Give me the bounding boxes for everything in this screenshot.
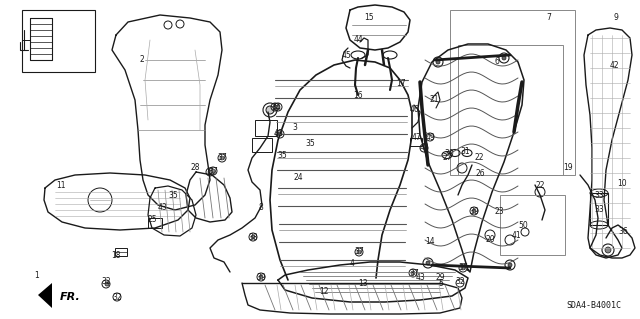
Circle shape — [461, 266, 465, 270]
Text: 39: 39 — [469, 206, 479, 216]
Circle shape — [273, 105, 277, 109]
Text: 33: 33 — [594, 191, 604, 201]
Text: 30: 30 — [444, 149, 454, 158]
Bar — [255, 120, 277, 136]
Polygon shape — [38, 283, 52, 308]
Bar — [590, 193, 608, 225]
Circle shape — [251, 235, 255, 239]
Text: 7: 7 — [547, 13, 552, 23]
Text: 44: 44 — [353, 35, 363, 44]
Text: 35: 35 — [305, 138, 315, 147]
Text: 27: 27 — [442, 153, 452, 162]
Text: 13: 13 — [358, 278, 368, 287]
Circle shape — [266, 106, 274, 114]
Circle shape — [605, 247, 611, 253]
Circle shape — [508, 263, 512, 267]
Text: 45: 45 — [342, 50, 352, 60]
Circle shape — [357, 250, 361, 254]
Text: 50: 50 — [518, 220, 528, 229]
Text: 32: 32 — [101, 278, 111, 286]
Circle shape — [436, 60, 440, 64]
Text: 37: 37 — [409, 269, 419, 278]
Text: 14: 14 — [425, 236, 435, 246]
Text: 5: 5 — [438, 279, 444, 288]
Circle shape — [472, 209, 476, 213]
Text: 37: 37 — [458, 263, 468, 272]
Circle shape — [259, 275, 263, 279]
Text: 38: 38 — [248, 233, 258, 241]
Bar — [252, 138, 272, 152]
Bar — [115, 248, 127, 256]
Text: 17: 17 — [396, 79, 406, 88]
Text: 10: 10 — [617, 179, 627, 188]
Text: 35: 35 — [168, 191, 178, 201]
Text: 32: 32 — [112, 293, 122, 302]
Text: 19: 19 — [563, 164, 573, 173]
Circle shape — [502, 56, 506, 60]
Text: 18: 18 — [111, 250, 121, 259]
Text: 25: 25 — [147, 214, 157, 224]
Text: 2: 2 — [140, 56, 145, 64]
Text: 37: 37 — [354, 248, 364, 256]
Text: 32: 32 — [455, 278, 465, 286]
Text: 37: 37 — [217, 153, 227, 162]
Text: 39: 39 — [256, 272, 266, 281]
Text: 29: 29 — [435, 272, 445, 281]
Text: 48: 48 — [419, 144, 429, 152]
Circle shape — [208, 170, 212, 174]
Text: 34: 34 — [271, 102, 281, 112]
Text: 22: 22 — [535, 181, 545, 189]
Bar — [500, 195, 565, 255]
Text: 41: 41 — [511, 232, 521, 241]
Circle shape — [220, 156, 224, 160]
Text: 31: 31 — [460, 147, 470, 157]
Text: 15: 15 — [364, 13, 374, 23]
Text: 4: 4 — [349, 259, 355, 269]
Text: 26: 26 — [475, 168, 485, 177]
Text: 49: 49 — [425, 132, 435, 142]
Text: FR.: FR. — [60, 292, 81, 302]
Bar — [458, 45, 563, 175]
Text: 11: 11 — [56, 181, 66, 189]
Bar — [22, 10, 95, 72]
Text: 1: 1 — [35, 271, 40, 279]
Text: 43: 43 — [415, 273, 425, 283]
Text: 28: 28 — [190, 164, 200, 173]
Text: 40: 40 — [273, 130, 283, 138]
Text: 36: 36 — [618, 226, 628, 235]
Text: 46: 46 — [410, 106, 420, 115]
Text: 22: 22 — [474, 153, 484, 162]
Text: 42: 42 — [609, 62, 619, 70]
Text: SDA4-B4001C: SDA4-B4001C — [566, 301, 621, 310]
Text: 9: 9 — [614, 13, 618, 23]
Text: 12: 12 — [319, 286, 329, 295]
Bar — [450, 10, 575, 175]
Text: 43: 43 — [157, 203, 167, 211]
Text: 47: 47 — [411, 133, 421, 143]
Bar — [148, 218, 162, 228]
Circle shape — [276, 105, 280, 109]
Text: 8: 8 — [259, 204, 264, 212]
Circle shape — [278, 132, 282, 136]
Text: 20: 20 — [485, 234, 495, 243]
Bar — [410, 138, 422, 146]
Text: 6: 6 — [495, 57, 499, 66]
Text: 16: 16 — [353, 92, 363, 100]
Text: 35: 35 — [277, 151, 287, 160]
Text: 24: 24 — [293, 174, 303, 182]
Circle shape — [411, 271, 415, 275]
Text: 37: 37 — [208, 167, 218, 175]
Circle shape — [211, 169, 215, 173]
Text: 21: 21 — [429, 95, 439, 105]
Text: 3: 3 — [292, 123, 298, 132]
Circle shape — [105, 282, 109, 286]
Circle shape — [426, 261, 430, 265]
Text: 33: 33 — [594, 205, 604, 214]
Text: 23: 23 — [494, 207, 504, 217]
